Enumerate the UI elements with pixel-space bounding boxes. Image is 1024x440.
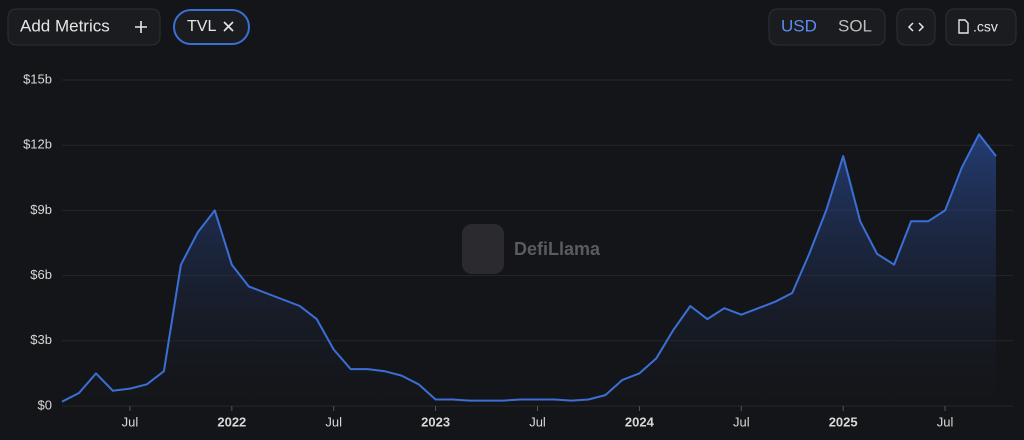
x-tick-label: 2023: [421, 414, 450, 429]
add-metrics-label: Add Metrics: [20, 16, 110, 35]
file-icon: [958, 19, 969, 34]
watermark: DefiLlama: [514, 239, 601, 259]
y-tick-label: $0: [38, 397, 52, 412]
y-tick-label: $3b: [30, 332, 52, 347]
add-metrics-button[interactable]: [7, 8, 161, 46]
x-tick-label: Jul: [529, 414, 546, 429]
embed-icon: [907, 22, 925, 32]
x-tick-label: 2025: [829, 414, 858, 429]
y-tick-label: $6b: [30, 267, 52, 282]
y-tick-label: $12b: [23, 137, 52, 152]
csv-button[interactable]: [945, 8, 1017, 46]
area: [62, 134, 997, 407]
watermark-logo: [462, 224, 504, 274]
x-tick-label: 2024: [625, 414, 655, 429]
x-tick-label: Jul: [937, 414, 954, 429]
x-tick-label: Jul: [733, 414, 750, 429]
y-tick-label: $9b: [30, 202, 52, 217]
metric-chip[interactable]: [173, 9, 250, 45]
embed-button[interactable]: [896, 8, 936, 46]
currency-option[interactable]: USD: [781, 16, 817, 35]
x-tick-label: Jul: [122, 414, 139, 429]
x-tick-label: 2022: [217, 414, 246, 429]
currency-option[interactable]: SOL: [838, 16, 872, 35]
csv-label: .csv: [973, 19, 998, 35]
remove-icon[interactable]: [223, 21, 234, 32]
x-tick-label: Jul: [325, 414, 342, 429]
currency-toggle: [768, 8, 886, 46]
y-tick-label: $15b: [23, 71, 52, 86]
plus-icon: [135, 21, 147, 33]
metric-chip-label: TVL: [187, 18, 216, 35]
line: [61, 133, 997, 403]
